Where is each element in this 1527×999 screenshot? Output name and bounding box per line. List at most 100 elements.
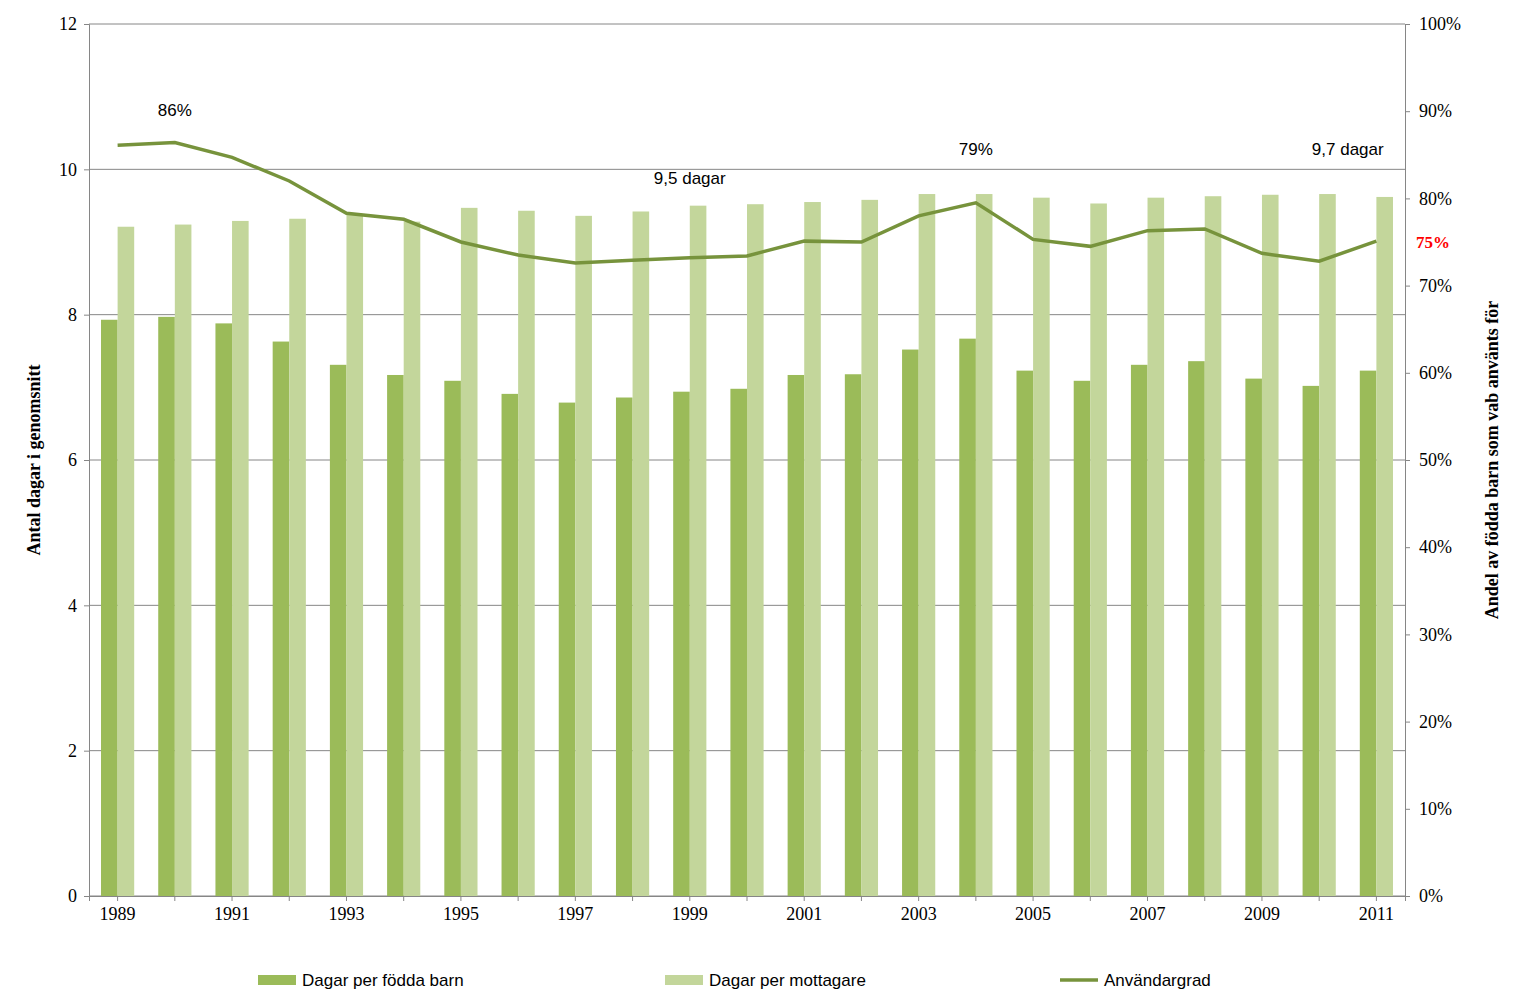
bar <box>919 194 936 896</box>
tick-mark <box>232 896 233 901</box>
bar <box>673 392 690 896</box>
tick-mark <box>289 896 290 901</box>
tick: 70% <box>1405 276 1452 296</box>
tick-mark <box>84 24 89 25</box>
tick: 20% <box>1405 712 1452 732</box>
bar <box>330 365 347 896</box>
tick-mark <box>1033 896 1034 901</box>
tick: 2001 <box>786 896 822 924</box>
bar <box>346 214 363 896</box>
tick <box>1204 896 1205 901</box>
tick <box>1090 896 1091 901</box>
tick: 10 <box>59 160 89 180</box>
tick: 10% <box>1405 799 1452 819</box>
bar <box>289 219 306 896</box>
legend: Dagar per födda barn Dagar per mottagare A… <box>258 971 1211 990</box>
y-axis: 024681012 <box>59 14 90 906</box>
tick: 0% <box>1405 886 1443 906</box>
bar <box>1090 203 1107 896</box>
tick: 60% <box>1405 363 1452 383</box>
legend-label: Dagar per födda barn <box>302 971 464 990</box>
bar <box>575 216 592 896</box>
bar <box>976 194 993 896</box>
tick: 100% <box>1405 14 1461 34</box>
tick: 1989 <box>100 896 136 924</box>
tick-mark <box>918 896 919 901</box>
bar <box>616 398 633 896</box>
x-axis: 1989199119931995199719992001200320052007… <box>90 896 1406 924</box>
bar <box>559 403 576 896</box>
tick <box>975 896 976 901</box>
bar <box>804 202 821 896</box>
bar <box>1188 361 1205 896</box>
bar <box>788 375 805 896</box>
bar <box>1245 379 1262 896</box>
tick-mark <box>460 896 461 901</box>
tick-label: 1989 <box>100 904 136 924</box>
tick-mark <box>403 896 404 901</box>
grid-line <box>89 24 1405 25</box>
bar <box>1205 196 1222 896</box>
tick <box>289 896 290 901</box>
tick-label: 2 <box>68 741 77 761</box>
tick-mark <box>1405 634 1410 635</box>
tick-label: 70% <box>1419 276 1452 296</box>
tick-mark <box>632 896 633 901</box>
legend-swatch <box>665 975 703 985</box>
tick: 0 <box>68 886 89 906</box>
bar <box>461 208 478 896</box>
bar <box>1033 198 1050 896</box>
tick-mark <box>84 315 89 316</box>
tick: 30% <box>1405 625 1452 645</box>
tick-label: 1997 <box>557 904 593 924</box>
tick: 1999 <box>672 896 708 924</box>
tick-label: 8 <box>68 305 77 325</box>
tick-mark <box>575 896 576 901</box>
tick-mark <box>1405 111 1410 112</box>
bar <box>633 211 650 896</box>
annotation: 75% <box>1416 233 1450 252</box>
tick-mark <box>1405 722 1410 723</box>
line <box>118 143 1377 263</box>
tick-label: 20% <box>1419 712 1452 732</box>
bar <box>959 339 976 896</box>
tick-label: 60% <box>1419 363 1452 383</box>
tick: 2005 <box>1015 896 1051 924</box>
tick <box>747 896 748 901</box>
bar <box>902 350 919 896</box>
legend-item: Dagar per mottagare <box>665 971 866 990</box>
grid <box>89 24 1405 896</box>
legend-item: Användargrad <box>1060 971 1211 990</box>
tick-label: 1999 <box>672 904 708 924</box>
tick: 2003 <box>901 896 937 924</box>
tick-mark <box>117 896 118 901</box>
tick-mark <box>1405 547 1410 548</box>
bar <box>444 381 461 896</box>
bar <box>215 323 232 896</box>
tick <box>403 896 404 901</box>
tick: 2007 <box>1130 896 1166 924</box>
bar <box>158 317 175 896</box>
tick: 8 <box>68 305 89 325</box>
tick-mark <box>174 896 175 901</box>
bar <box>1376 197 1393 896</box>
axis-line <box>84 25 90 897</box>
grid-line <box>89 169 1405 170</box>
bar <box>387 375 404 896</box>
marks <box>101 143 1393 896</box>
tick-mark <box>1090 896 1091 901</box>
tick-mark <box>861 896 862 901</box>
legend-item: Dagar per födda barn <box>258 971 464 990</box>
bar <box>101 320 118 896</box>
annotation: 79% <box>959 140 993 159</box>
tick-label: 4 <box>68 596 77 616</box>
bar-series <box>118 194 1393 896</box>
bar <box>273 342 290 896</box>
bar <box>861 200 878 896</box>
tick-mark <box>1405 809 1410 810</box>
tick-label: 30% <box>1419 625 1452 645</box>
bar <box>845 374 862 896</box>
tick: 1997 <box>557 896 593 924</box>
bar <box>404 222 421 896</box>
tick: 1995 <box>443 896 479 924</box>
